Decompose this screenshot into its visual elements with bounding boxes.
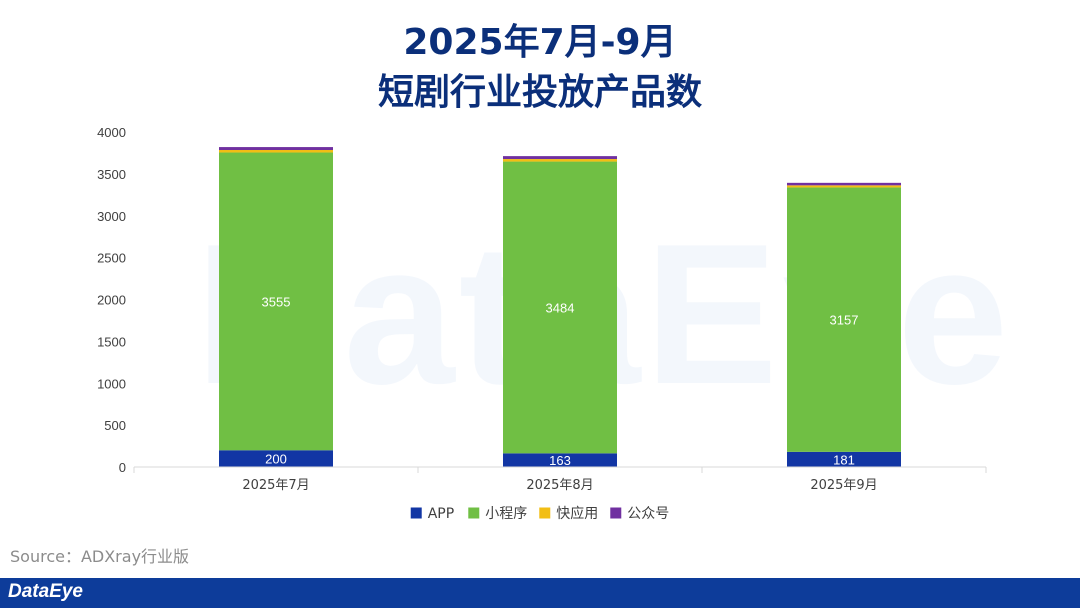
bar-segment-app	[787, 451, 901, 467]
footer-bar: DataEye	[0, 578, 1080, 608]
y-tick-label: 3000	[97, 209, 126, 224]
legend-label: 快应用	[556, 505, 598, 522]
y-tick-label: 500	[104, 418, 126, 433]
data-label: 3157	[830, 313, 859, 328]
chart-title: 2025年7月-9月 短剧行业投放产品数	[0, 18, 1080, 118]
legend-swatch	[539, 507, 551, 519]
bar-segment-app	[503, 453, 617, 467]
bar-segment-miniprogram	[219, 152, 333, 451]
y-tick-label: 4000	[97, 125, 126, 140]
y-tick-label: 0	[119, 460, 126, 475]
y-axis: 0 500 1000 1500 2000 2500 3000 3500 4000	[97, 125, 126, 475]
data-label: 200	[265, 452, 287, 467]
x-tick-label: 2025年8月	[526, 478, 593, 493]
x-axis: 2025年7月 2025年8月 2025年9月	[133, 466, 987, 493]
bar-segment-quickapp	[787, 185, 901, 188]
legend-label: 公众号	[627, 506, 669, 522]
bar-segment-app	[219, 450, 333, 467]
bar-segment-quickapp	[219, 150, 333, 153]
stacked-bar-chart: 0 500 1000 1500 2000 2500 3000 3500 4000 200 3555…	[97, 125, 987, 522]
chart-title-line1: 2025年7月-9月	[403, 22, 677, 63]
legend-swatch	[610, 507, 622, 519]
y-tick-label: 1000	[97, 376, 126, 391]
data-label: 181	[833, 452, 855, 467]
bar-segment-official-account	[787, 182, 901, 186]
data-label: 3484	[546, 300, 575, 315]
bar-segment-quickapp	[503, 159, 617, 162]
y-tick-label: 3500	[97, 167, 126, 182]
x-tick-label: 2025年9月	[810, 478, 877, 493]
brand-logo: DataEye	[8, 581, 83, 602]
y-tick-label: 2500	[97, 251, 126, 266]
legend-label: 小程序	[485, 506, 527, 522]
bar-segment-miniprogram	[503, 161, 617, 454]
bar-segment-official-account	[503, 156, 617, 160]
bar-segment-miniprogram	[787, 187, 901, 452]
bars: 200 3555 163 3484 181 3157	[219, 147, 901, 468]
legend: APP 小程序 快应用 公众号	[410, 505, 669, 522]
legend-swatch	[468, 507, 480, 519]
data-label: 3555	[262, 294, 291, 309]
source-note: Source：ADXray行业版	[10, 547, 190, 566]
y-tick-label: 1500	[97, 334, 126, 349]
y-tick-label: 2000	[97, 293, 126, 308]
chart-title-line2: 短剧行业投放产品数	[377, 72, 702, 113]
data-label: 163	[549, 453, 571, 468]
x-tick-label: 2025年7月	[242, 478, 309, 493]
legend-swatch	[410, 507, 422, 519]
legend-label: APP	[428, 506, 454, 522]
bar-segment-official-account	[219, 147, 333, 151]
